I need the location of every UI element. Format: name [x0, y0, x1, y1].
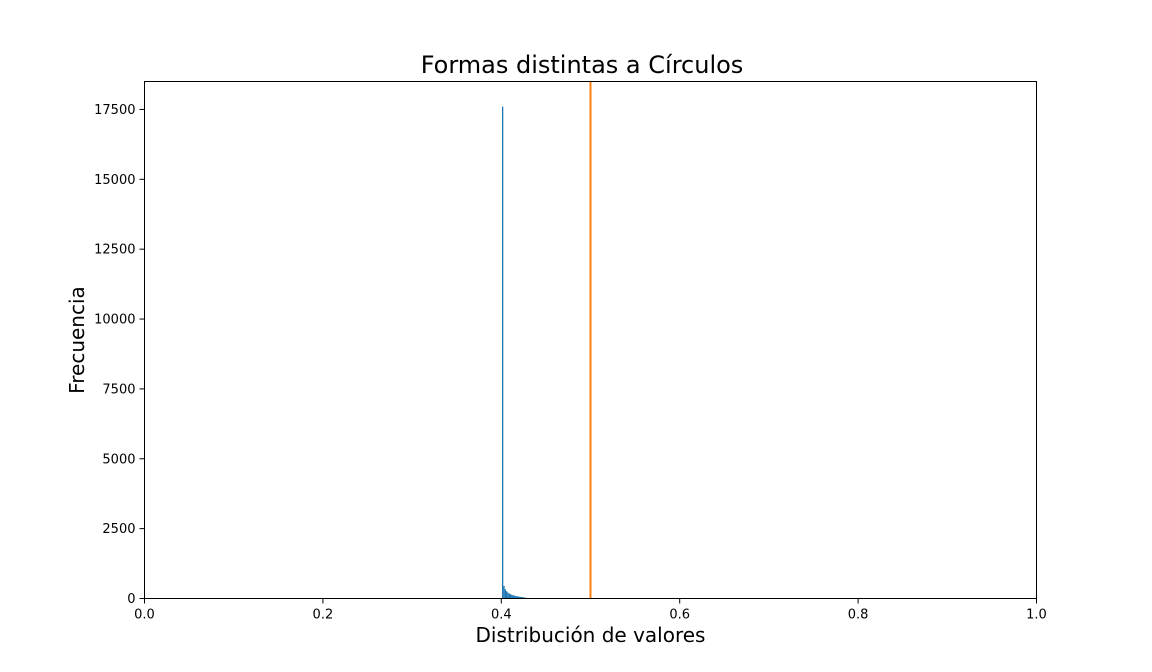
chart-title: Formas distintas a Círculos — [421, 51, 744, 79]
histogram-bar — [520, 596, 523, 599]
y-tick-label: 0 — [127, 592, 135, 607]
y-tick-label: 2500 — [102, 522, 135, 537]
x-tick-label: 1.0 — [1026, 608, 1047, 623]
plot-area — [501, 81, 592, 599]
histogram-bar — [514, 595, 516, 599]
x-tick-label: 0.4 — [491, 608, 512, 623]
histogram-bar — [522, 597, 524, 599]
x-tick-label: 0.8 — [848, 608, 869, 623]
histogram-bar — [503, 585, 505, 599]
plot-frame — [144, 81, 1037, 599]
histogram-bar — [515, 595, 517, 599]
histogram-bar — [505, 591, 508, 599]
histogram-bar — [501, 106, 504, 599]
y-tick-label: 10000 — [94, 313, 135, 328]
y-tick-label: 15000 — [94, 173, 135, 188]
x-axis: 0.0 0.2 0.4 0.6 0.8 1.0 — [134, 598, 1047, 623]
y-tick-label: 7500 — [102, 382, 135, 397]
histogram-bar — [523, 597, 525, 599]
histogram-bar — [512, 595, 515, 599]
histogram-bar — [504, 589, 506, 599]
x-tick-label: 0.6 — [669, 608, 690, 623]
histogram-bar — [519, 596, 521, 599]
x-axis-title: Distribución de valores — [476, 623, 706, 647]
y-axis-title: Frecuencia — [65, 286, 89, 394]
histogram-bar — [516, 596, 519, 599]
histogram-bar — [507, 592, 509, 599]
x-tick-label: 0.2 — [313, 608, 334, 623]
y-axis: 0 2500 5000 7500 10000 12500 15000 17500 — [94, 103, 145, 607]
histogram-bar — [509, 594, 512, 599]
histogram-bar — [508, 593, 510, 599]
y-tick-label: 17500 — [94, 103, 135, 118]
histogram-bar — [511, 594, 513, 599]
x-tick-label: 0.0 — [134, 608, 155, 623]
y-tick-label: 5000 — [102, 452, 135, 467]
histogram-bar — [518, 596, 520, 599]
y-tick-label: 12500 — [94, 243, 135, 258]
